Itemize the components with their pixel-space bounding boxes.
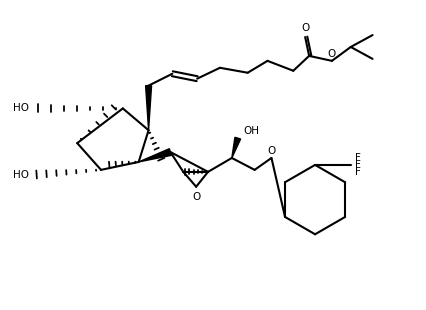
Text: OH: OH <box>244 126 260 136</box>
Text: F: F <box>355 160 360 170</box>
Text: O: O <box>328 49 336 59</box>
Text: HO: HO <box>13 170 29 180</box>
Text: O: O <box>192 192 200 202</box>
Text: HO: HO <box>13 104 29 113</box>
Polygon shape <box>146 86 152 130</box>
Text: F: F <box>355 167 360 177</box>
Text: F: F <box>355 153 360 163</box>
Polygon shape <box>232 137 241 158</box>
Text: O: O <box>268 146 276 156</box>
Polygon shape <box>139 149 171 162</box>
Text: O: O <box>301 23 309 33</box>
